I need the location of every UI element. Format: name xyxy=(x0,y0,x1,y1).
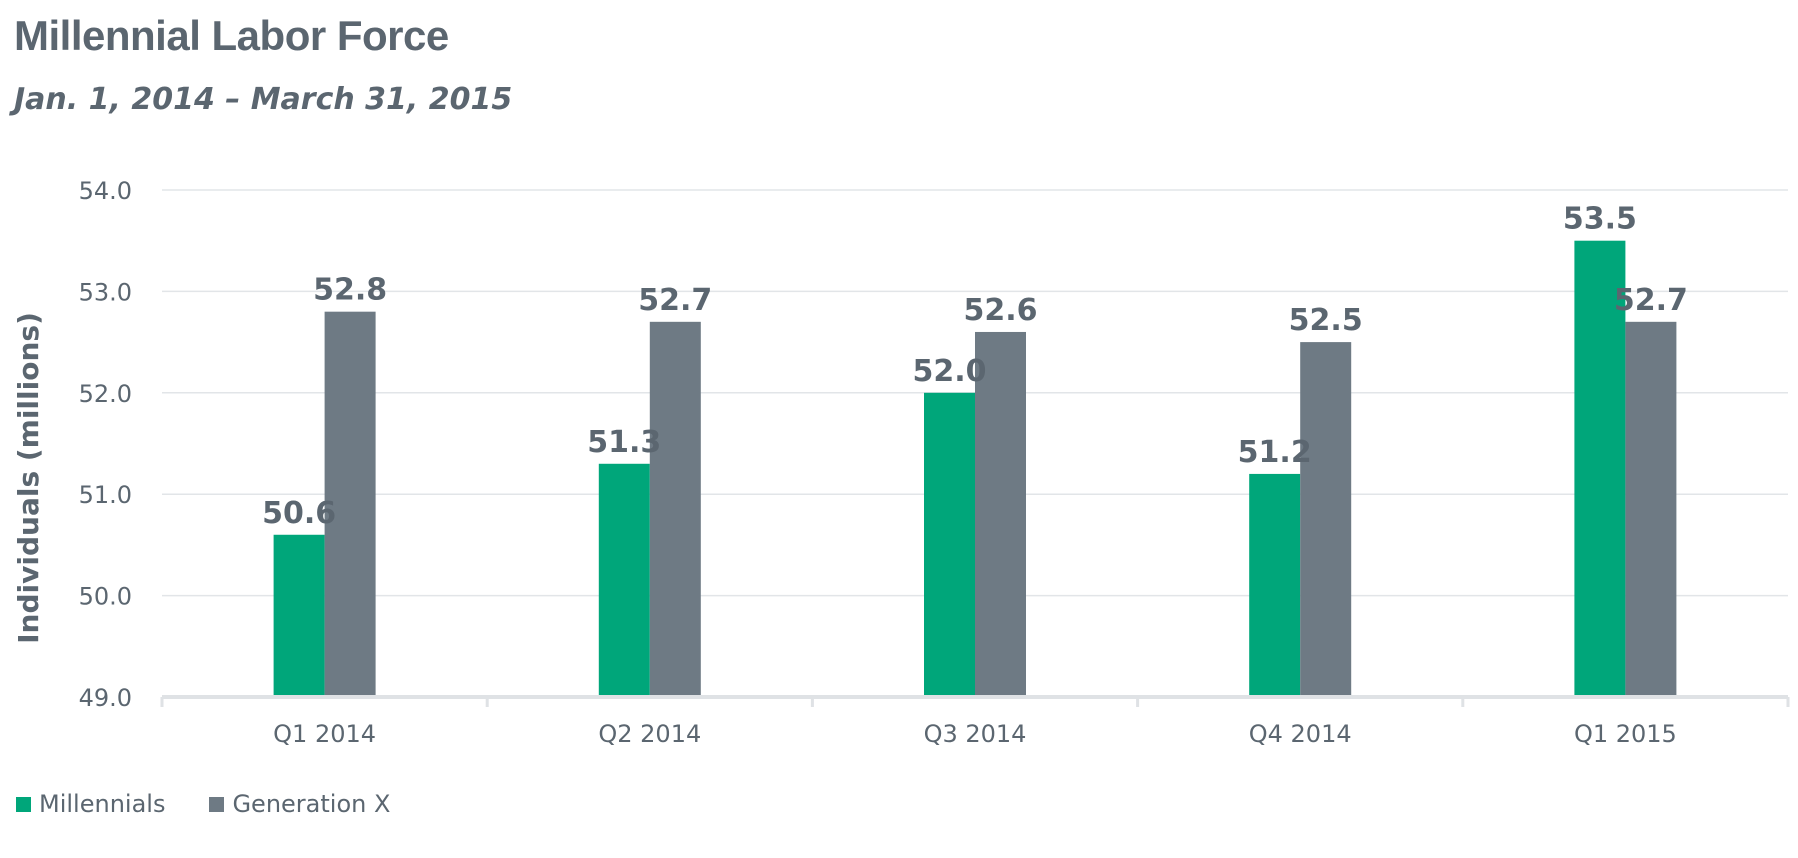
x-tick-label: Q2 2014 xyxy=(598,720,701,748)
bar-millennials xyxy=(1574,240,1626,697)
x-tick-label: Q1 2014 xyxy=(273,720,376,748)
bar-chart: 49.0 50.0 51.0 52.0 53.0 54.0 50.6 51.3 52.0 51.… xyxy=(12,177,1790,748)
x-tick-label: Q3 2014 xyxy=(924,720,1027,748)
legend-item-generation-x: Generation X xyxy=(209,790,390,818)
y-tick-label: 52.0 xyxy=(79,380,132,408)
data-label: 51.2 xyxy=(1238,435,1312,470)
y-tick-label: 53.0 xyxy=(79,278,132,306)
y-tick-label: 54.0 xyxy=(79,177,132,205)
chart-subtitle: Jan. 1, 2014 – March 31, 2015 xyxy=(14,82,513,117)
legend-label-generation-x: Generation X xyxy=(232,790,391,818)
y-axis-ticks: 49.0 50.0 51.0 52.0 53.0 54.0 xyxy=(79,177,132,712)
bars xyxy=(273,240,1677,697)
data-label: 53.5 xyxy=(1563,202,1637,237)
bar-millennials xyxy=(1249,473,1301,697)
x-tick-label: Q1 2015 xyxy=(1574,720,1677,748)
x-tick-label: Q4 2014 xyxy=(1249,720,1352,748)
bar-millennials xyxy=(273,534,325,697)
data-label: 52.6 xyxy=(963,293,1037,328)
y-tick-label: 51.0 xyxy=(79,481,132,509)
x-axis xyxy=(160,695,1790,707)
bar-generation-x xyxy=(649,321,701,697)
legend-item-millennials: Millennials xyxy=(16,790,165,818)
data-labels: 50.6 51.3 52.0 51.2 53.5 52.8 52.7 52.6 52.5 52.7 xyxy=(262,202,1688,531)
data-label: 52.8 xyxy=(313,273,387,308)
bar-generation-x xyxy=(324,311,376,697)
data-label: 52.0 xyxy=(912,354,986,389)
data-label: 52.7 xyxy=(638,283,712,318)
bar-generation-x xyxy=(975,331,1026,697)
bar-millennials xyxy=(924,392,975,697)
bar-millennials xyxy=(598,463,650,697)
y-axis-label: Individuals (millions) xyxy=(12,312,45,644)
legend: Millennials Generation X xyxy=(16,790,434,818)
bar-generation-x xyxy=(1300,342,1352,697)
y-tick-label: 49.0 xyxy=(79,684,132,712)
chart-title: Millennial Labor Force xyxy=(14,12,449,59)
legend-swatch-generation-x xyxy=(209,796,225,812)
legend-label-millennials: Millennials xyxy=(39,790,166,818)
data-label: 52.5 xyxy=(1289,303,1363,338)
x-axis-ticks: Q1 2014 Q2 2014 Q3 2014 Q4 2014 Q1 2015 xyxy=(273,720,1677,748)
data-label: 52.7 xyxy=(1614,283,1688,318)
data-label: 50.6 xyxy=(262,496,336,531)
bar-generation-x xyxy=(1625,321,1677,697)
data-label: 51.3 xyxy=(587,425,661,460)
y-tick-label: 50.0 xyxy=(79,583,132,611)
legend-swatch-millennials xyxy=(16,796,31,812)
